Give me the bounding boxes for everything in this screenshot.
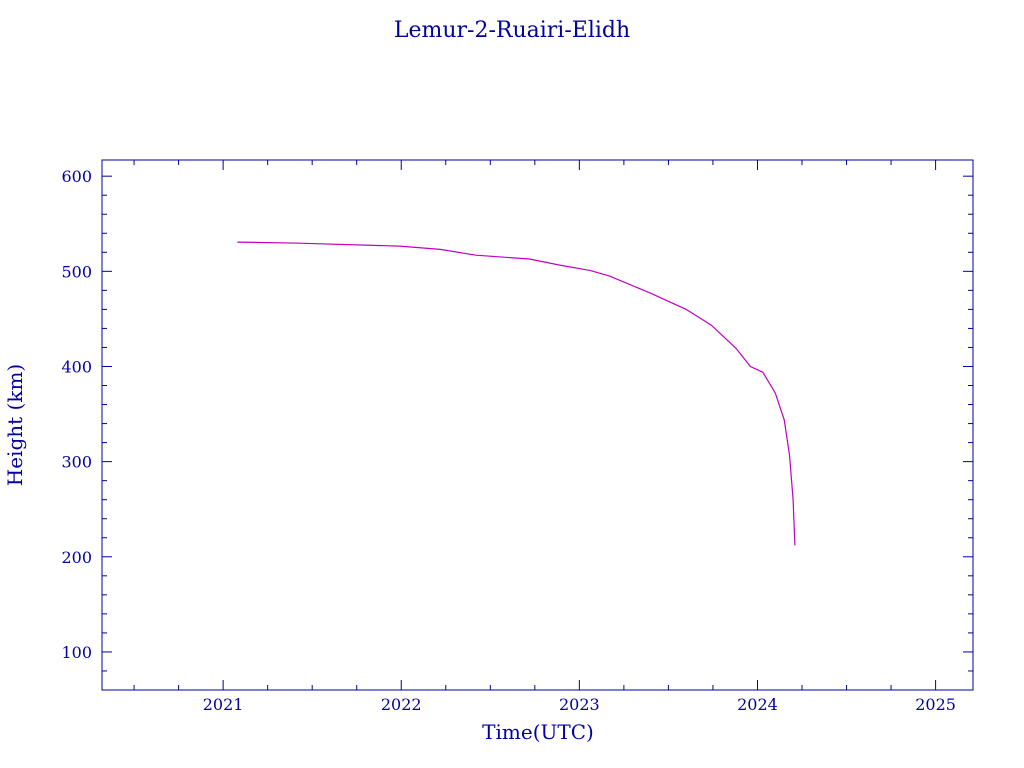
- series-line: [237, 241, 796, 546]
- x-axis-label: Time(UTC): [482, 720, 594, 744]
- plot-frame: [101, 159, 974, 691]
- x-tick-label: 2025: [915, 695, 956, 714]
- y-tick-label: 400: [61, 357, 92, 376]
- x-tick-label: 2021: [203, 695, 244, 714]
- x-tick-label: 2024: [737, 695, 778, 714]
- y-tick-label: 600: [61, 167, 92, 186]
- x-tick-label: 2023: [559, 695, 600, 714]
- x-tick-label: 2022: [381, 695, 422, 714]
- y-axis-label: Height (km): [3, 364, 27, 486]
- y-tick-label: 100: [61, 643, 92, 662]
- y-tick-label: 200: [61, 548, 92, 567]
- chart-title: Lemur-2-Ruairi-Elidh: [394, 18, 630, 43]
- y-tick-label: 500: [61, 262, 92, 281]
- y-tick-label: 300: [61, 453, 92, 472]
